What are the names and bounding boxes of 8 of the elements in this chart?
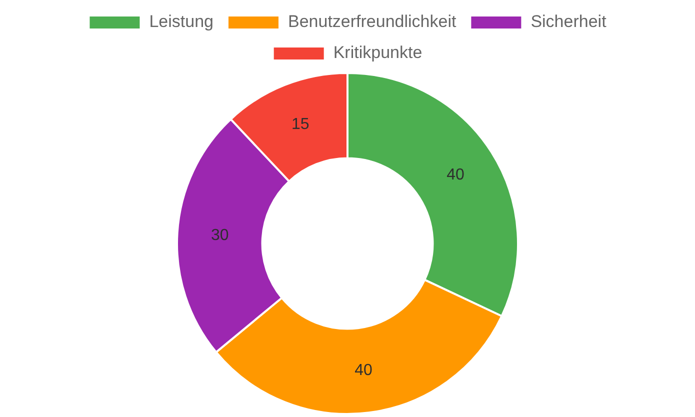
- data-label: 40: [354, 362, 373, 379]
- legend-label: Benutzerfreundlichkeit: [288, 12, 456, 32]
- legend-label: Leistung: [149, 12, 214, 32]
- data-label: 40: [446, 166, 464, 184]
- legend-label: Kritikpunkte: [333, 43, 422, 62]
- data-label: 15: [292, 116, 310, 134]
- data-label: 30: [210, 226, 229, 244]
- legend-label: Sicherheit: [530, 12, 607, 32]
